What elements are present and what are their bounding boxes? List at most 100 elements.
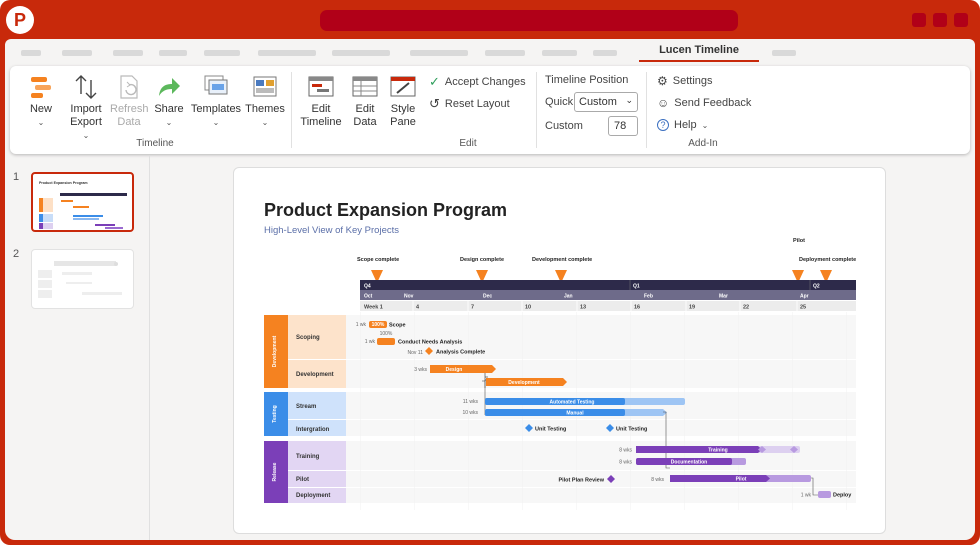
task-bar-design[interactable] [430, 365, 496, 373]
help-button[interactable]: ? Help ⌄ [657, 119, 708, 131]
milestone-diamond[interactable] [606, 424, 614, 432]
addin-group-label: Add-In [688, 138, 718, 149]
themes-icon [252, 74, 278, 100]
task-bar-conduct-needs-analysis[interactable] [377, 338, 395, 345]
edit-timeline-icon [308, 74, 334, 100]
month-label: Jan [564, 294, 573, 300]
timeline-position-text: Timeline Position [545, 74, 629, 86]
month-label: Feb [644, 294, 653, 300]
send-feedback-button[interactable]: ☺ Send Feedback [657, 96, 751, 110]
milestone-date: Nov 11 [408, 350, 424, 356]
settings-button[interactable]: ⚙ Settings [657, 74, 713, 88]
tab-file[interactable] [21, 50, 41, 56]
milestone-label: Scope complete [357, 257, 399, 263]
task-percent: 100% [380, 331, 393, 337]
slide-thumbnail-1[interactable]: Product Expansion Program [31, 172, 134, 232]
row-label: Pilot [296, 477, 309, 483]
dependency-line [811, 477, 818, 496]
task-bar-training[interactable] [636, 446, 762, 453]
task-label: Development [508, 380, 540, 386]
themes-label: Themes [245, 103, 285, 115]
task-duration: 8 wks [619, 448, 632, 454]
milestone-diamond[interactable] [525, 424, 533, 432]
app-shell: Lucen Timeline New ⌄ Import Export ⌄ Refre… [5, 39, 975, 540]
tab-help[interactable] [772, 50, 796, 56]
tab-lucen-timeline[interactable]: Lucen Timeline [639, 44, 759, 62]
task-label: Automated Testing [550, 400, 595, 406]
custom-position-input[interactable]: 78 [608, 116, 638, 136]
task-label: Documentation [671, 460, 707, 466]
edit-timeline-button[interactable]: Edit Timeline [298, 74, 344, 129]
style-pane-button[interactable]: Style Pane [386, 74, 420, 129]
task-bar-documentation[interactable] [636, 458, 732, 465]
month-label: Mar [719, 294, 728, 300]
task-bar-scope[interactable] [369, 321, 387, 328]
task-bar-deploy[interactable] [818, 491, 831, 498]
templates-button[interactable]: Templates ⌄ [190, 74, 242, 129]
tab-animations[interactable] [332, 50, 390, 56]
accept-changes-button[interactable]: ✓ Accept Changes [429, 74, 526, 90]
quick-position-dropdown[interactable]: Custom ⌄ [574, 92, 638, 112]
slide-canvas[interactable]: Product Expansion Program High-Level Vie… [233, 167, 886, 534]
group-band-development [264, 315, 288, 388]
tab-record[interactable] [485, 50, 525, 56]
week-label: 16 [634, 305, 640, 311]
week-label: Week 1 [364, 305, 383, 311]
style-pane-icon [390, 74, 416, 100]
title-bar: P [0, 0, 980, 40]
week-scale [360, 301, 856, 311]
task-duration: 1 wk [365, 339, 376, 345]
close-button[interactable] [954, 13, 968, 27]
tab-transitions[interactable] [258, 50, 316, 56]
quarter-label: Q2 [813, 284, 820, 290]
group-divider [291, 72, 292, 148]
thumb-placeholder-preview [38, 261, 122, 298]
gear-icon: ⚙ [657, 74, 668, 88]
style-pane-label-2: Pane [390, 116, 416, 128]
thumb-title: Product Expansion Program [39, 181, 88, 185]
tab-review[interactable] [542, 50, 577, 56]
tab-view[interactable] [593, 50, 617, 56]
tab-design[interactable] [204, 50, 240, 56]
quick-text: Quick [545, 96, 574, 108]
new-button[interactable]: New ⌄ [26, 74, 56, 129]
minimize-button[interactable] [912, 13, 926, 27]
send-feedback-label: Send Feedback [674, 97, 752, 109]
tab-home[interactable] [62, 50, 92, 56]
refresh-data-button[interactable]: Refresh Data [110, 74, 149, 129]
export-label: Export [70, 116, 102, 128]
milestone-label: Design complete [460, 257, 504, 263]
accept-changes-label: Accept Changes [444, 76, 526, 88]
task-bar-pilot[interactable] [670, 475, 770, 482]
chevron-down-icon: ⌄ [82, 131, 90, 140]
task-label: Conduct Needs Analysis [398, 340, 462, 346]
group-label: Release [272, 462, 278, 481]
refresh-label: Refresh [110, 103, 149, 115]
task-duration: 11 wks [463, 399, 479, 405]
task-bar-development[interactable] [486, 378, 567, 386]
chevron-down-icon: ⌄ [212, 118, 220, 127]
timeline-position-label: Timeline Position [545, 74, 628, 86]
share-button[interactable]: Share ⌄ [152, 74, 186, 129]
edit-data-button[interactable]: Edit Data [348, 74, 382, 129]
import-export-button[interactable]: Import Export ⌄ [66, 74, 106, 142]
milestone-label: Pilot [793, 238, 805, 244]
maximize-button[interactable] [933, 13, 947, 27]
reset-layout-button[interactable]: ↺ Reset Layout [429, 96, 510, 112]
share-label: Share [154, 103, 184, 115]
themes-button[interactable]: Themes ⌄ [244, 74, 286, 129]
smiley-icon: ☺ [657, 96, 670, 110]
tab-draw[interactable] [159, 50, 187, 56]
tab-slideshow[interactable] [410, 50, 468, 56]
edit-timeline-label-1: Edit [311, 103, 331, 115]
slide-thumbnail-2[interactable] [31, 249, 134, 309]
chevron-down-icon: ⌄ [165, 118, 173, 127]
search-bar[interactable] [320, 10, 738, 31]
quarter-label: Q4 [364, 284, 371, 290]
group-band-testing [264, 392, 288, 436]
milestone-diamond[interactable] [425, 347, 433, 355]
milestone-marker [476, 270, 488, 283]
import-export-icon [73, 74, 99, 100]
tab-insert[interactable] [113, 50, 143, 56]
milestone-diamond[interactable] [607, 475, 615, 483]
